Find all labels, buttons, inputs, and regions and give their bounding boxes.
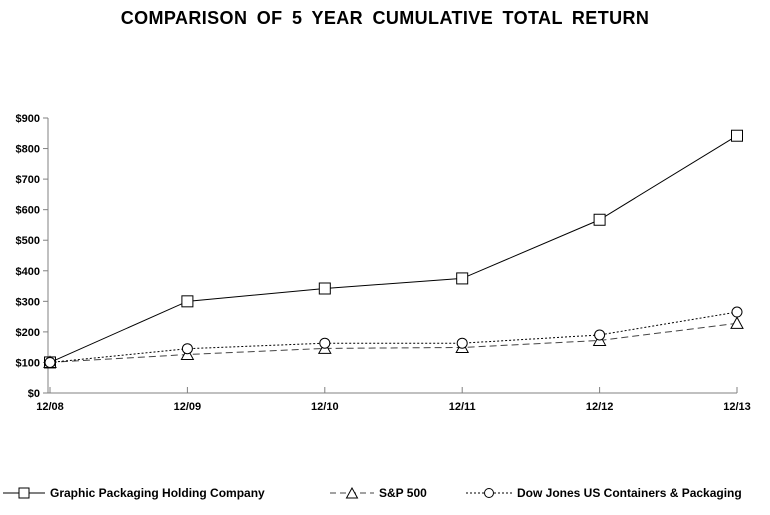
series-line-2 xyxy=(49,311,738,363)
y-axis-tick-label: $900 xyxy=(16,113,40,125)
x-axis-tick-label: 12/09 xyxy=(174,401,202,413)
legend-swatch-solid-square-icon xyxy=(3,487,45,499)
x-axis-tick-label: 12/08 xyxy=(36,401,64,413)
legend-label-sp500: S&P 500 xyxy=(379,486,427,500)
marker-circle xyxy=(181,343,193,355)
marker-triangle xyxy=(730,316,744,329)
y-axis-tick-label: $0 xyxy=(28,388,40,400)
marker-circle xyxy=(731,306,743,318)
legend-item-graphic-packaging: Graphic Packaging Holding Company xyxy=(3,483,265,503)
legend-swatch-dotted-circle-icon xyxy=(466,488,512,498)
marker-circle xyxy=(44,356,56,368)
marker-square xyxy=(318,282,331,295)
marker-circle xyxy=(456,337,468,349)
legend-item-dow-jones: Dow Jones US Containers & Packaging xyxy=(466,483,742,503)
marker-square xyxy=(181,295,194,308)
chart-title: COMPARISON OF 5 YEAR CUMULATIVE TOTAL RE… xyxy=(120,8,650,28)
marker-square xyxy=(731,129,743,142)
x-axis-tick-label: 12/12 xyxy=(586,401,614,413)
y-axis-tick-label: $800 xyxy=(16,144,40,156)
y-axis-tick-label: $500 xyxy=(16,235,40,247)
x-axis-tick-label: 12/13 xyxy=(723,401,751,413)
legend-label-graphic-packaging: Graphic Packaging Holding Company xyxy=(50,486,265,500)
y-axis-tick-label: $300 xyxy=(16,296,40,308)
series-line-1 xyxy=(49,322,738,363)
marker-square xyxy=(593,213,606,226)
x-axis-tick-label: 12/11 xyxy=(449,401,476,413)
marker-circle xyxy=(319,337,331,349)
series-line-0 xyxy=(49,135,738,363)
legend-swatch-dashed-triangle-icon xyxy=(330,486,374,499)
y-axis-tick-label: $200 xyxy=(16,327,40,339)
marker-circle xyxy=(594,329,606,341)
y-axis-tick-label: $400 xyxy=(16,266,40,278)
chart-legend: Graphic Packaging Holding Company S&P 50… xyxy=(0,483,770,505)
marker-square xyxy=(456,272,469,285)
y-axis-tick-label: $700 xyxy=(16,174,40,186)
legend-item-sp500: S&P 500 xyxy=(330,483,427,503)
legend-label-dow-jones: Dow Jones US Containers & Packaging xyxy=(517,486,742,500)
y-axis-tick-label: $600 xyxy=(16,205,40,217)
y-axis-tick-label: $100 xyxy=(16,357,40,369)
x-axis-tick-label: 12/10 xyxy=(311,401,339,413)
line-chart-plot-area: $0 $100 $200 $300 $400 $500 $600 $700 $800 $900 12… xyxy=(16,113,751,413)
